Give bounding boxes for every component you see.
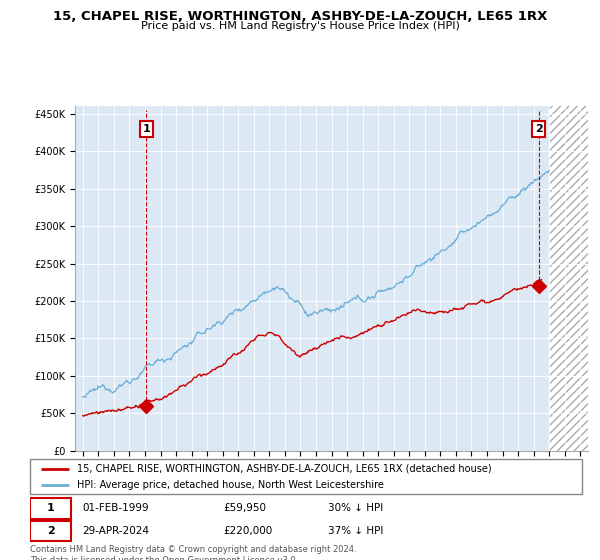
Text: 1: 1	[47, 503, 55, 514]
Text: 15, CHAPEL RISE, WORTHINGTON, ASHBY-DE-LA-ZOUCH, LE65 1RX: 15, CHAPEL RISE, WORTHINGTON, ASHBY-DE-L…	[53, 10, 547, 23]
Text: 29-APR-2024: 29-APR-2024	[82, 526, 149, 536]
FancyBboxPatch shape	[30, 521, 71, 542]
Text: 2: 2	[535, 124, 542, 134]
Text: Contains HM Land Registry data © Crown copyright and database right 2024.
This d: Contains HM Land Registry data © Crown c…	[30, 545, 356, 560]
Bar	[549, 106, 588, 451]
Bar	[549, 106, 588, 451]
Text: HPI: Average price, detached house, North West Leicestershire: HPI: Average price, detached house, Nort…	[77, 479, 384, 489]
FancyBboxPatch shape	[30, 459, 582, 494]
Bar	[549, 106, 588, 451]
FancyBboxPatch shape	[30, 498, 71, 519]
Text: 01-FEB-1999: 01-FEB-1999	[82, 503, 149, 514]
Text: £220,000: £220,000	[223, 526, 272, 536]
Text: £59,950: £59,950	[223, 503, 266, 514]
Text: 2: 2	[47, 526, 55, 536]
Text: 1: 1	[142, 124, 150, 134]
Text: 37% ↓ HPI: 37% ↓ HPI	[328, 526, 383, 536]
Text: Price paid vs. HM Land Registry's House Price Index (HPI): Price paid vs. HM Land Registry's House …	[140, 21, 460, 31]
Text: 30% ↓ HPI: 30% ↓ HPI	[328, 503, 383, 514]
Text: 15, CHAPEL RISE, WORTHINGTON, ASHBY-DE-LA-ZOUCH, LE65 1RX (detached house): 15, CHAPEL RISE, WORTHINGTON, ASHBY-DE-L…	[77, 464, 491, 474]
